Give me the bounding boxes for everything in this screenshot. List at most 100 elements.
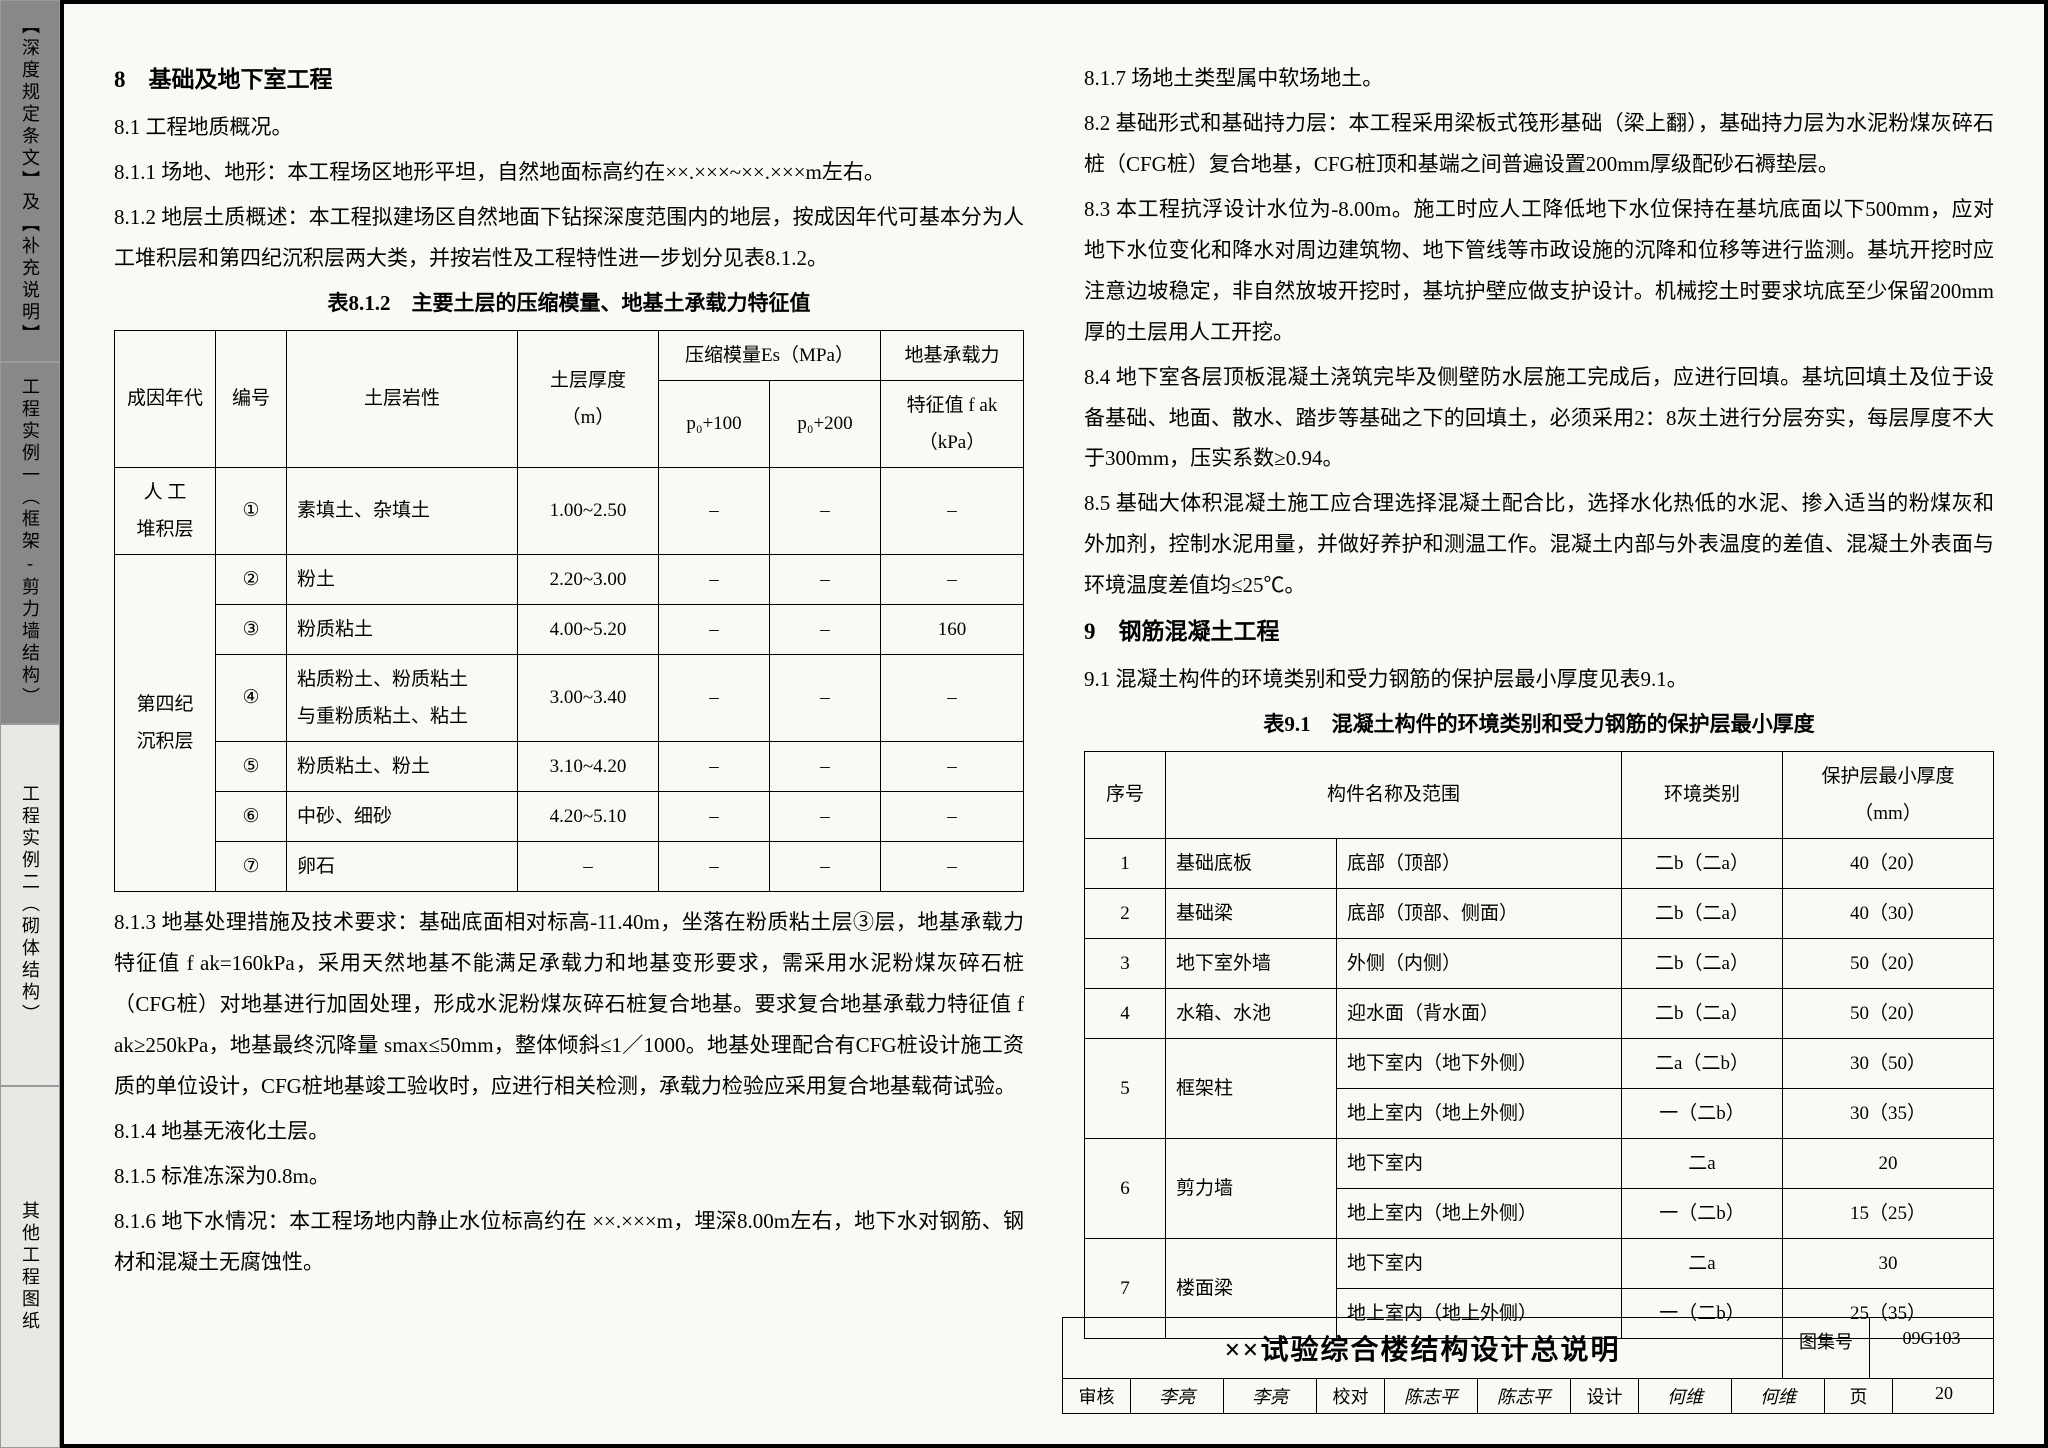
left-column: 8 基础及地下室工程 8.1 工程地质概况。 8.1.1 场地、地形：本工程场区…: [114, 54, 1024, 1284]
td: 4.00~5.20: [518, 604, 659, 654]
side-tab-4: 其他工程图纸: [0, 1086, 60, 1448]
td: –: [770, 604, 881, 654]
th: 编号: [216, 330, 287, 467]
para-9-1: 9.1 混凝土构件的环境类别和受力钢筋的保护层最小厚度见表9.1。: [1084, 659, 1994, 700]
td: –: [881, 554, 1024, 604]
td: 粉质粘土: [287, 604, 518, 654]
td: –: [770, 792, 881, 842]
td: ③: [216, 604, 287, 654]
td: –: [770, 654, 881, 741]
design-label: 设计: [1571, 1379, 1639, 1413]
design-name: 何维: [1639, 1379, 1732, 1413]
title-block: ××试验综合楼结构设计总说明 图集号 09G103 审核 李亮 李亮 校对 陈志…: [1062, 1317, 1994, 1414]
td: 中砂、细砂: [287, 792, 518, 842]
para-8-1-3: 8.1.3 地基处理措施及技术要求：基础底面相对标高-11.40m，坐落在粉质粘…: [114, 902, 1024, 1107]
td: –: [881, 792, 1024, 842]
th: 土层厚度（m）: [518, 330, 659, 467]
para-8-2: 8.2 基础形式和基础持力层：本工程采用梁板式筏形基础（梁上翻），基础持力层为水…: [1084, 103, 1994, 185]
td: –: [770, 842, 881, 892]
td: 素填土、杂填土: [287, 467, 518, 554]
para-8-1-4: 8.1.4 地基无液化土层。: [114, 1111, 1024, 1152]
td: 2.20~3.00: [518, 554, 659, 604]
td: 3.10~4.20: [518, 741, 659, 791]
th: p₀+200: [770, 380, 881, 467]
td: –: [659, 741, 770, 791]
para-8-1: 8.1 工程地质概况。: [114, 107, 1024, 148]
td: 粉质粘土、粉土: [287, 741, 518, 791]
td: –: [659, 792, 770, 842]
td: –: [770, 467, 881, 554]
heading-9: 9 钢筋混凝土工程: [1084, 610, 1994, 655]
drawing-title: ××试验综合楼结构设计总说明: [1063, 1318, 1783, 1378]
review-label: 审核: [1063, 1379, 1131, 1413]
review-sign: 李亮: [1224, 1379, 1317, 1413]
para-8-1-2: 8.1.2 地层土质概述：本工程拟建场区自然地面下钻探深度范围内的地层，按成因年…: [114, 197, 1024, 279]
check-label: 校对: [1317, 1379, 1385, 1413]
para-8-1-5: 8.1.5 标准冻深为0.8m。: [114, 1156, 1024, 1197]
td: –: [659, 842, 770, 892]
td: –: [881, 842, 1024, 892]
check-name: 陈志平: [1385, 1379, 1478, 1413]
right-column: 8.1.7 场地土类型属中软场地土。 8.2 基础形式和基础持力层：本工程采用梁…: [1084, 54, 1994, 1284]
th: 序号: [1085, 751, 1166, 838]
para-8-3: 8.3 本工程抗浮设计水位为-8.00m。施工时应人工降低地下水位保持在基坑底面…: [1084, 189, 1994, 353]
td: ⑥: [216, 792, 287, 842]
td: ⑦: [216, 842, 287, 892]
check-sign: 陈志平: [1478, 1379, 1571, 1413]
review-name: 李亮: [1131, 1379, 1224, 1413]
th: 地基承载力: [881, 330, 1024, 380]
th: 土层岩性: [287, 330, 518, 467]
td: –: [770, 741, 881, 791]
td: 粉土: [287, 554, 518, 604]
td: 160: [881, 604, 1024, 654]
td: ⑤: [216, 741, 287, 791]
td: –: [659, 654, 770, 741]
td: 第四纪沉积层: [115, 554, 216, 891]
design-sign: 何维: [1732, 1379, 1825, 1413]
sidebar-tabs: 【深度规定条文】及【补充说明】 工程实例一（框架-剪力墙结构） 工程实例二（砌体…: [0, 0, 60, 1448]
td: –: [770, 554, 881, 604]
table-9-1-title: 表9.1 混凝土构件的环境类别和受力钢筋的保护层最小厚度: [1084, 704, 1994, 745]
para-8-1-6: 8.1.6 地下水情况：本工程场地内静止水位标高约在 ××.×××m，埋深8.0…: [114, 1201, 1024, 1283]
th: 环境类别: [1622, 751, 1783, 838]
table-8-1-2-title: 表8.1.2 主要土层的压缩模量、地基土承载力特征值: [114, 283, 1024, 324]
td: ④: [216, 654, 287, 741]
td: 1.00~2.50: [518, 467, 659, 554]
th: 构件名称及范围: [1166, 751, 1622, 838]
td: 人 工堆积层: [115, 467, 216, 554]
td: –: [881, 654, 1024, 741]
page: 【深度规定条文】及【补充说明】 工程实例一（框架-剪力墙结构） 工程实例二（砌体…: [0, 0, 2048, 1448]
side-tab-1: 【深度规定条文】及【补充说明】: [0, 0, 60, 362]
table-8-1-2: 成因年代 编号 土层岩性 土层厚度（m） 压缩模量Es（MPa） 地基承载力 p…: [114, 330, 1024, 893]
td: ②: [216, 554, 287, 604]
td: 粘质粉土、粉质粘土与重粉质粘土、粘土: [287, 654, 518, 741]
td: 卵石: [287, 842, 518, 892]
td: 4.20~5.10: [518, 792, 659, 842]
th: 成因年代: [115, 330, 216, 467]
td: ①: [216, 467, 287, 554]
set-label: 图集号: [1783, 1318, 1870, 1378]
set-number: 09G103: [1870, 1318, 1993, 1378]
td: –: [659, 467, 770, 554]
heading-8: 8 基础及地下室工程: [114, 58, 1024, 103]
page-label: 页: [1825, 1379, 1893, 1413]
para-8-4: 8.4 地下室各层顶板混凝土浇筑完毕及侧壁防水层施工完成后，应进行回填。基坑回填…: [1084, 357, 1994, 480]
td: –: [881, 741, 1024, 791]
td: –: [518, 842, 659, 892]
para-8-1-1: 8.1.1 场地、地形：本工程场区地形平坦，自然地面标高约在××.×××~××.…: [114, 152, 1024, 193]
para-8-1-7: 8.1.7 场地土类型属中软场地土。: [1084, 58, 1994, 99]
th: 特征值 f ak（kPa）: [881, 380, 1024, 467]
para-8-5: 8.5 基础大体积混凝土施工应合理选择混凝土配合比，选择水化热低的水泥、掺入适当…: [1084, 483, 1994, 606]
th: 保护层最小厚度（mm）: [1783, 751, 1994, 838]
drawing-frame: 8 基础及地下室工程 8.1 工程地质概况。 8.1.1 场地、地形：本工程场区…: [60, 0, 2048, 1448]
th: p₀+100: [659, 380, 770, 467]
table-9-1: 序号 构件名称及范围 环境类别 保护层最小厚度（mm） 1基础底板底部（顶部）二…: [1084, 751, 1994, 1340]
td: 3.00~3.40: [518, 654, 659, 741]
page-number: 20: [1893, 1379, 1995, 1413]
side-tab-2: 工程实例一（框架-剪力墙结构）: [0, 362, 60, 724]
td: –: [659, 604, 770, 654]
td: –: [659, 554, 770, 604]
side-tab-3: 工程实例二（砌体结构）: [0, 724, 60, 1086]
th: 压缩模量Es（MPa）: [659, 330, 881, 380]
td: –: [881, 467, 1024, 554]
